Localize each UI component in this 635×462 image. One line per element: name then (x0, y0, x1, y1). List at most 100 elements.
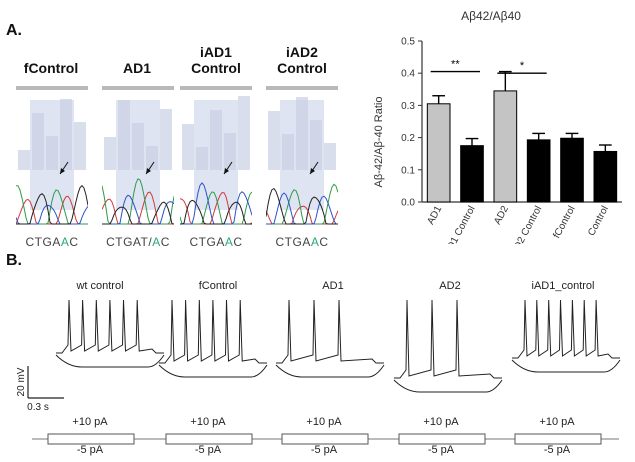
sig-label-0: ** (451, 59, 460, 71)
chromatogram-plot-0 (16, 86, 88, 225)
stim-step-4 (514, 433, 602, 445)
stimulus-protocols (32, 433, 619, 445)
panel-a-label: A. (6, 22, 22, 39)
stim-neg-4: -5 pA (543, 444, 571, 456)
stim-pos-2: +10 pA (306, 416, 342, 428)
spike-trace-3 (394, 299, 502, 379)
chromatogram-trace (266, 187, 338, 225)
seq-code-0: CTGAAC (25, 235, 79, 249)
bar-5 (593, 150, 618, 203)
stim-pos-3: +10 pA (423, 416, 459, 428)
x-tick-label-3: iAD2 Control (508, 204, 544, 244)
chromatogram-plot-2 (180, 86, 252, 225)
chromatogram-0 (16, 82, 88, 232)
bar-4 (560, 137, 584, 203)
x-tick-label-1: iAD1 Control (441, 204, 477, 244)
spike-trace-0 (56, 299, 164, 354)
x-tick-label-4: fControl (551, 204, 577, 240)
quality-bar (282, 134, 294, 170)
stim-pos-1: +10 pA (190, 416, 226, 428)
quality-bar (74, 122, 86, 170)
hyperpolarizing-trace-0 (55, 354, 165, 368)
mutation-arrowhead (60, 168, 65, 174)
stim-neg-1: -5 pA (194, 444, 222, 456)
chromatogram-trace (102, 201, 174, 225)
chromatogram-trace (266, 183, 338, 225)
quality-bar (146, 146, 158, 170)
y-tick-label-5: 0.5 (401, 37, 415, 48)
hyperpolarizing-trace-4 (511, 359, 621, 373)
seq-title-3: iAD2 Control (277, 44, 327, 76)
chromatogram-plot-1 (102, 86, 174, 225)
hyperpolarizing-trace-1 (158, 364, 268, 378)
y-tick-label-0: 0.0 (401, 198, 415, 209)
trace-title-4: iAD1_control (531, 280, 595, 292)
sig-label-1: * (520, 60, 525, 72)
stim-neg-2: -5 pA (310, 444, 338, 456)
x-tick-label-2: AD2 (492, 204, 511, 227)
y-tick-label-3: 0.3 (401, 101, 415, 112)
quality-bar (160, 109, 172, 170)
stim-step-1 (165, 433, 253, 445)
chromatogram-1 (102, 82, 174, 232)
y-tick-label-4: 0.4 (401, 69, 415, 80)
chromatogram-plot-3 (266, 86, 338, 225)
quality-bar (132, 123, 144, 170)
chromatogram-trace (16, 184, 88, 225)
chart-title: Aβ42/Aβ40 (461, 9, 521, 23)
stim-step-3 (398, 433, 486, 445)
stim-pos-0: +10 pA (72, 416, 108, 428)
quality-bar (210, 110, 222, 170)
quality-bar (182, 124, 194, 170)
mutation-arrowhead (310, 168, 315, 174)
quality-bar (46, 136, 58, 170)
stim-pos-4: +10 pA (539, 416, 575, 428)
quality-bar (296, 97, 308, 170)
quality-bar (268, 111, 280, 170)
panel-b-label: B. (6, 252, 22, 269)
hyperpolarizing-trace-3 (393, 379, 503, 393)
quality-bar (18, 150, 30, 170)
bar-2 (493, 90, 518, 203)
stim-step-0 (47, 433, 135, 445)
quality-bar (310, 120, 322, 170)
seq-code-3: CTGAAC (275, 235, 329, 249)
chromatogram-trace (180, 199, 252, 225)
seq-title-2: iAD1 Control (191, 44, 241, 76)
quality-bar (224, 133, 236, 170)
seq-title-1: AD1 (122, 60, 151, 76)
scale-bar: 20 mV 0.3 s (16, 366, 64, 412)
hyperpolarizing-trace-2 (275, 364, 385, 378)
chromatogram-trace (102, 194, 174, 225)
y-tick-label-1: 0.1 (401, 165, 415, 176)
significance-markers: ** * (430, 59, 547, 74)
quality-bar (118, 100, 130, 170)
quality-bar (196, 147, 208, 170)
seq-code-2: CTGAAC (189, 235, 243, 249)
quality-bar (238, 96, 250, 170)
stim-step-2 (281, 433, 369, 445)
quality-bar (324, 143, 336, 170)
bars (426, 70, 618, 203)
chromatogram-2 (180, 82, 252, 232)
trace-title-2: AD1 (322, 280, 344, 292)
quality-bar (32, 113, 44, 170)
seq-title-0: fControl (23, 60, 79, 76)
scale-time-label: 0.3 s (27, 402, 49, 412)
bar-1 (460, 145, 484, 203)
mutation-arrowhead (146, 168, 151, 174)
bar-3 (526, 139, 551, 203)
seq-code-1: CTGAT/AC (106, 235, 170, 249)
spike-trace-2 (276, 299, 384, 364)
quality-bar (60, 99, 72, 170)
stim-neg-3: -5 pA (427, 444, 455, 456)
y-tick-label-2: 0.2 (401, 133, 415, 144)
trace-title-0: wt control (76, 280, 124, 292)
spike-trace-1 (159, 299, 267, 364)
chromatogram-3 (266, 82, 338, 232)
spike-trace-4 (512, 299, 620, 359)
y-ticks: 0.0 0.1 0.2 0.3 0.4 0.5 (401, 37, 422, 209)
quality-bar (104, 137, 116, 170)
scale-voltage-label: 20 mV (16, 367, 27, 396)
